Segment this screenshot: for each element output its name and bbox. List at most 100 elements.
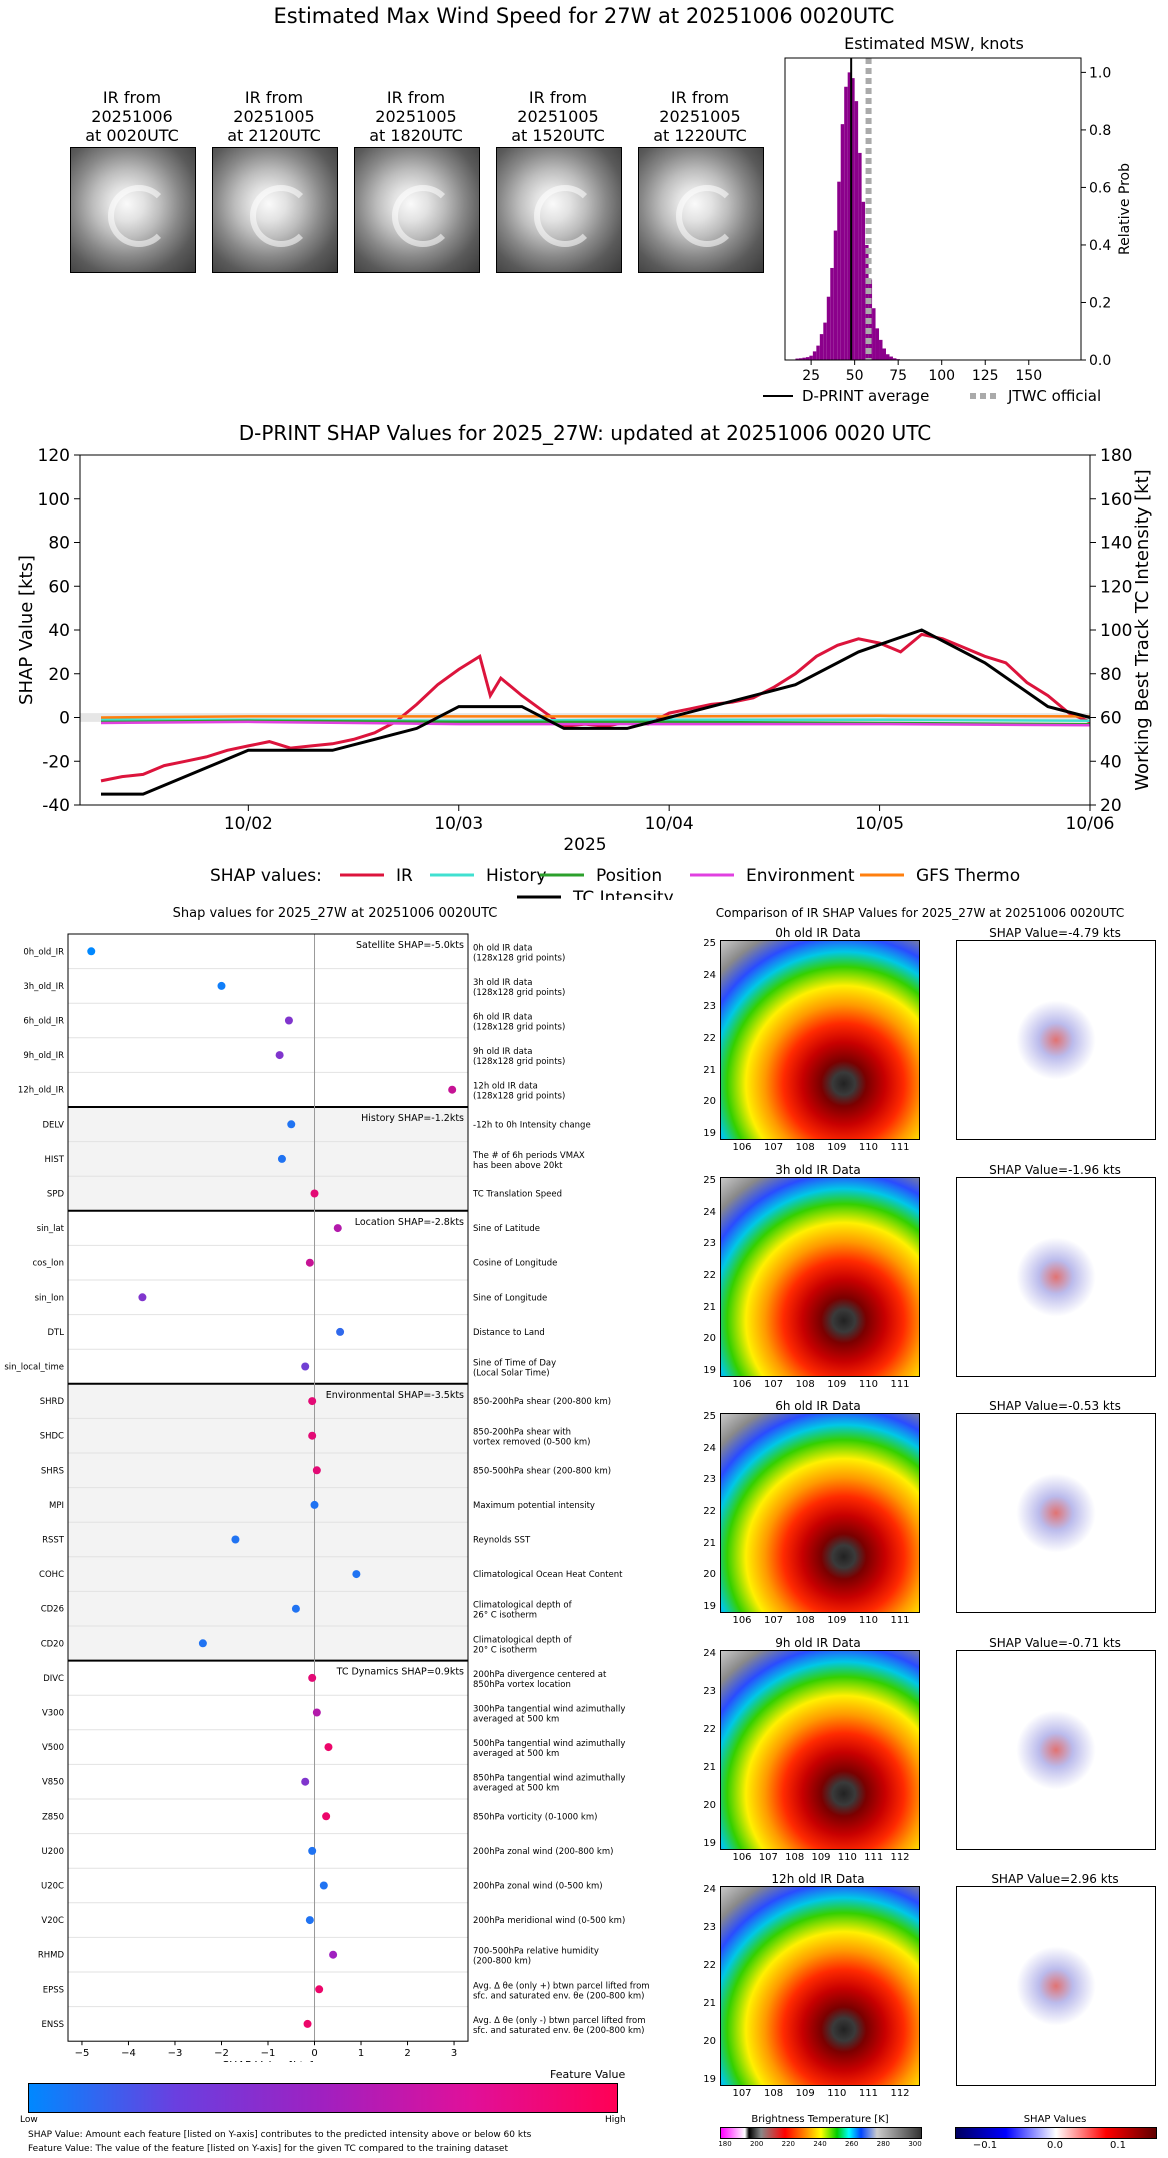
feature-name: 9h_old_IR xyxy=(23,1051,64,1061)
feature-name: sin_lat xyxy=(37,1224,65,1234)
ir-y-tick-label: 23 xyxy=(703,1686,716,1697)
feature-description: sfc. and saturated env. θe (200-800 km) xyxy=(473,1991,645,2001)
thumbnail-caption: IR from 20251006 at 0020UTC xyxy=(62,88,202,145)
feature-description: 200hPa divergence centered at xyxy=(473,1670,607,1680)
ir-y-tick-label: 23 xyxy=(703,1001,716,1013)
left-y-tick-label: 80 xyxy=(48,534,70,554)
left-y-tick-label: 100 xyxy=(38,490,70,510)
thumbnail-caption-line: at 0020UTC xyxy=(85,126,179,145)
shap-feature-scatter: Satellite SHAP=-5.0kts History SHAP=-1.2k… xyxy=(4,933,650,2062)
ir-y-tick-label: 23 xyxy=(703,1474,716,1486)
environment-series-line xyxy=(100,720,1091,727)
tc-intensity-line xyxy=(101,628,1091,796)
histogram-bar xyxy=(861,201,866,360)
y-tick-label: 0.4 xyxy=(1089,238,1111,254)
feature-name: 0h_old_IR xyxy=(23,947,64,957)
x-tick-label: 25 xyxy=(802,368,820,384)
legend-prefix: SHAP values: xyxy=(210,866,322,886)
shap-timeseries: -40 -20 0 20 40 60 80 100 120 20 40 60 80 100 120 140 16… xyxy=(16,446,1153,900)
ir-y-tick-label: 22 xyxy=(703,1033,716,1044)
ir-y-tick-label: 19 xyxy=(703,1601,716,1612)
feature-point xyxy=(336,1327,345,1336)
gfs-thermo-series-line xyxy=(100,714,1091,719)
ir-image xyxy=(720,1886,920,2086)
bt-colorbar xyxy=(720,2127,922,2139)
feature-point xyxy=(333,1224,342,1233)
feature-description: TC Translation Speed xyxy=(472,1190,562,1200)
ir-x-tick-label: 111 xyxy=(890,1379,910,1390)
ir-panel-title: 9h old IR Data xyxy=(775,1636,861,1650)
feature-point xyxy=(448,1085,457,1094)
feature-point xyxy=(329,1950,338,1959)
x-tick-label: 10/03 xyxy=(434,814,483,834)
histogram-bar xyxy=(802,357,806,360)
feature-description: 300hPa tangential wind azimuthally xyxy=(473,1705,625,1715)
x-tick-label: 2 xyxy=(404,2048,410,2059)
ir-comparison-title: Comparison of IR SHAP Values for 2025_27… xyxy=(715,906,1125,920)
histogram-bar xyxy=(795,358,799,360)
feature-name: COHC xyxy=(39,1570,64,1580)
feature-name: 3h_old_IR xyxy=(23,982,64,992)
x-tick-label: −2 xyxy=(214,2048,229,2059)
feature-description: 850hPa vorticity (0-1000 km) xyxy=(473,1812,597,1822)
feature-description: (Local Solar Time) xyxy=(473,1369,550,1379)
page-title: Estimated Max Wind Speed for 27W at 2025… xyxy=(273,4,895,28)
ir-y-tick-label: 24 xyxy=(703,969,716,981)
x-tick-label: 10/02 xyxy=(224,814,273,834)
footnote-feature: Feature Value: The value of the feature … xyxy=(28,2144,509,2154)
left-y-tick-label: 40 xyxy=(48,621,70,641)
thumbnail-caption: IR from 20251005 at 1220UTC xyxy=(630,88,770,145)
feature-description: Sine of Time of Day xyxy=(473,1359,556,1369)
ir-y-tick-label: 19 xyxy=(703,2074,716,2085)
ir-y-tick-label: 24 xyxy=(703,1206,716,1218)
ir-x-tick-label: 107 xyxy=(758,1852,778,1863)
feature-description: Sine of Latitude xyxy=(473,1224,540,1234)
ir-y-tick-label: 21 xyxy=(703,1998,716,2009)
thumbnail-caption-line: 20251005 xyxy=(375,107,457,126)
footnote-shap: SHAP Value: Amount each feature [listed … xyxy=(28,2130,532,2140)
histogram-bar xyxy=(854,101,859,360)
bt-tick-label: 240 xyxy=(813,2140,827,2148)
ir-y-tick-label: 25 xyxy=(703,1175,716,1186)
x-tick-label: −4 xyxy=(121,2048,136,2059)
group-label: Location SHAP=-2.8kts xyxy=(355,1217,464,1228)
histogram-bar xyxy=(819,334,824,360)
feature-name: V850 xyxy=(42,1778,64,1788)
x-tick-label: 0 xyxy=(311,2048,317,2059)
y-tick-label: 0.8 xyxy=(1089,123,1111,139)
feature-description: 9h old IR data xyxy=(473,1047,532,1057)
shap-colorbar-title: SHAP Values xyxy=(1023,2114,1087,2125)
histogram-bar xyxy=(885,354,890,360)
ir-x-tick-label: 109 xyxy=(827,1615,847,1626)
feature-name: V300 xyxy=(42,1709,64,1719)
feature-name: sin_local_time xyxy=(4,1363,64,1373)
group-label: Satellite SHAP=-5.0kts xyxy=(356,940,464,951)
ir-image xyxy=(720,1177,920,1377)
thumbnail-caption-line: at 2120UTC xyxy=(227,126,321,145)
feature-point xyxy=(217,981,226,990)
thumbnail-caption-line: 20251005 xyxy=(659,107,741,126)
ir-x-tick-label: 112 xyxy=(890,1852,910,1863)
bt-tick-label: 200 xyxy=(749,2140,764,2148)
left-y-tick-label: 0 xyxy=(59,709,70,729)
ir-y-tick-label: 22 xyxy=(703,1506,716,1517)
feature-description: Reynolds SST xyxy=(473,1536,531,1546)
thumbnail-caption-line: at 1520UTC xyxy=(511,126,605,145)
ir-x-tick-label: 106 xyxy=(732,1142,752,1153)
feature-description: Avg. Δ θe (only +) btwn parcel lifted fr… xyxy=(473,1981,650,1991)
ir-y-tick-label: 22 xyxy=(703,1270,716,1281)
x-tick-label: 10/06 xyxy=(1066,814,1115,834)
ir-x-tick-label: 110 xyxy=(858,1379,878,1390)
legend-label: History xyxy=(486,866,546,886)
feature-point xyxy=(312,1708,321,1717)
ir-y-tick-label: 22 xyxy=(703,1724,716,1735)
feature-description: 850-200hPa shear (200-800 km) xyxy=(473,1397,611,1407)
feature-name: RHMD xyxy=(38,1951,65,1961)
histogram-bar xyxy=(851,78,855,360)
ir-thumbnail xyxy=(638,147,764,273)
ir-y-tick-label: 25 xyxy=(703,938,716,949)
feature-point xyxy=(315,1985,324,1994)
ir-x-tick-label: 110 xyxy=(837,1852,857,1863)
right-y-axis-label: Working Best Track TC Intensity [kt] xyxy=(1132,469,1153,790)
x-tick-label: 1 xyxy=(358,2048,364,2059)
